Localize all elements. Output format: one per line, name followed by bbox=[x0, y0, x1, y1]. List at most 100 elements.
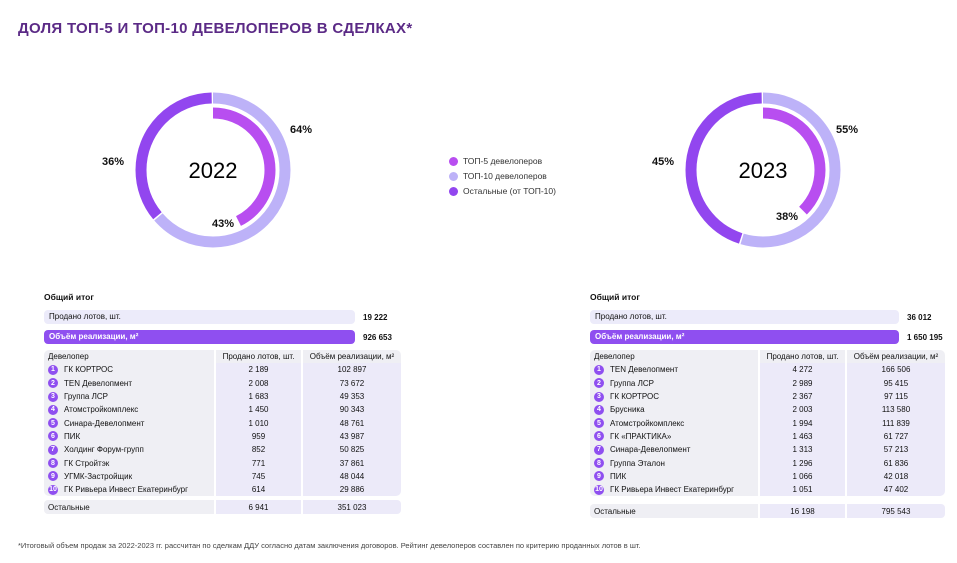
developer-cell: 4 Брусника bbox=[590, 403, 758, 417]
volume-cell: 47 402 bbox=[847, 482, 945, 497]
sold-cell: 1 066 bbox=[760, 469, 845, 483]
rank-badge: 3 bbox=[48, 391, 58, 402]
table-row: 3 ГК КОРТРОС 2 367 97 115 bbox=[590, 389, 945, 404]
volume-cell: 97 115 bbox=[847, 389, 945, 404]
sold-cell: 1 994 bbox=[760, 416, 845, 430]
sold-value: 36 012 bbox=[907, 312, 932, 322]
volume-cell: 37 861 bbox=[303, 456, 401, 470]
legend-item-others: Остальные (от ТОП-10) bbox=[449, 184, 556, 198]
table-row: 6 ГК «ПРАКТИКА» 1 463 61 727 bbox=[590, 429, 945, 444]
table-row: 9 ПИК 1 066 42 018 bbox=[590, 469, 945, 483]
table-row: 8 Группа Эталон 1 296 61 836 bbox=[590, 456, 945, 470]
legend: ТОП-5 девелоперов ТОП-10 девелоперов Ост… bbox=[449, 154, 556, 199]
table-row: 10 ГК Ривьера Инвест Екатеринбург 614 29 … bbox=[44, 482, 401, 497]
developer-cell: 6 ГК «ПРАКТИКА» bbox=[590, 429, 758, 444]
rank-badge: 10 bbox=[48, 484, 58, 495]
developer-name: ГК КОРТРОС bbox=[610, 392, 660, 402]
legend-item-top10: ТОП-10 девелоперов bbox=[449, 169, 556, 183]
developer-name: ПИК bbox=[610, 471, 627, 481]
volume-cell: 50 825 bbox=[303, 443, 401, 457]
rank-badge: 2 bbox=[48, 378, 58, 389]
column-header: Продано лотов, шт. bbox=[216, 350, 301, 365]
rank-badge: 2 bbox=[594, 378, 604, 389]
sold-label: Продано лотов, шт. bbox=[590, 310, 899, 324]
developer-name: Синара-Девелопмент bbox=[610, 445, 691, 455]
summary-heading: Общий итог bbox=[44, 292, 94, 302]
table-row: 1 TEN Девелопмент 4 272 166 506 bbox=[590, 363, 945, 377]
column-header: Объём реализации, м² bbox=[847, 350, 945, 365]
developer-cell: 1 ГК КОРТРОС bbox=[44, 363, 214, 377]
developer-cell: 9 УГМК-Застройщик bbox=[44, 469, 214, 483]
sold-cell: 745 bbox=[216, 469, 301, 483]
table-row: 4 Атомстройкомплекс 1 450 90 343 bbox=[44, 403, 401, 417]
footnote: *Итоговый объем продаж за 2022-2023 гг. … bbox=[18, 541, 641, 550]
rank-badge: 1 bbox=[594, 364, 604, 375]
developer-cell: 10 ГК Ривьера Инвест Екатеринбург bbox=[44, 482, 214, 497]
developer-name: УГМК-Застройщик bbox=[64, 471, 133, 481]
volume-value: 1 650 195 bbox=[907, 332, 943, 342]
table-row: 1 ГК КОРТРОС 2 189 102 897 bbox=[44, 363, 401, 377]
data-label: 38% bbox=[776, 211, 799, 223]
rank-badge: 8 bbox=[48, 458, 58, 469]
legend-label: ТОП-5 девелоперов bbox=[463, 156, 543, 166]
rank-badge: 5 bbox=[594, 418, 604, 429]
developer-cell: 5 Атомстройкомплекс bbox=[590, 416, 758, 430]
developer-name: Атомстройкомплекс bbox=[64, 405, 139, 415]
table-row-others: Остальные 6 941 351 023 bbox=[44, 500, 401, 515]
developer-name: ПИК bbox=[64, 431, 81, 441]
legend-swatch bbox=[449, 186, 458, 196]
page-title: ДОЛЯ ТОП-5 И ТОП-10 ДЕВЕЛОПЕРОВ В СДЕЛКА… bbox=[18, 20, 413, 37]
developer-name: Группа ЛСР bbox=[64, 392, 108, 402]
table-row: 5 Атомстройкомплекс 1 994 111 839 bbox=[590, 416, 945, 430]
volume-cell: 29 886 bbox=[303, 482, 401, 497]
data-label: 64% bbox=[290, 124, 313, 136]
summary-block: Общий итог Продано лотов, шт. 19 222 Объё… bbox=[44, 292, 401, 515]
developer-cell: 6 ПИК bbox=[44, 429, 214, 444]
developer-cell: 3 ГК КОРТРОС bbox=[590, 389, 758, 404]
others-cell: Остальные bbox=[590, 504, 758, 519]
sold-total: Продано лотов, шт. 19 222 bbox=[44, 310, 401, 324]
legend-label: Остальные (от ТОП-10) bbox=[463, 186, 556, 196]
chart-year-label: 2022 bbox=[189, 158, 238, 183]
developer-name: ГК Ривьера Инвест Екатеринбург bbox=[64, 485, 188, 495]
column-header: Девелопер bbox=[44, 350, 214, 365]
developer-name: ГК КОРТРОС bbox=[64, 365, 114, 375]
others-cell: Остальные bbox=[44, 500, 214, 515]
sold-cell: 1 463 bbox=[760, 429, 845, 444]
rank-badge: 8 bbox=[594, 458, 604, 469]
volume-cell: 48 761 bbox=[303, 416, 401, 430]
sold-cell: 1 313 bbox=[760, 443, 845, 457]
developer-name: Атомстройкомплекс bbox=[610, 418, 685, 428]
table-row: 6 ПИК 959 43 987 bbox=[44, 429, 401, 444]
developer-cell: 2 TEN Девелопмент bbox=[44, 376, 214, 390]
developer-name: ГК Стройтэк bbox=[64, 458, 110, 468]
table-row: 10 ГК Ривьера Инвест Екатеринбург 1 051 4… bbox=[590, 482, 945, 497]
developer-cell: 8 Группа Эталон bbox=[590, 456, 758, 470]
slice-others bbox=[685, 92, 841, 248]
slice-others bbox=[135, 92, 291, 248]
rank-badge: 10 bbox=[594, 484, 604, 495]
developer-cell: 5 Синара-Девелопмент bbox=[44, 416, 214, 430]
sold-cell: 852 bbox=[216, 443, 301, 457]
data-label: 43% bbox=[212, 218, 235, 230]
developer-cell: 2 Группа ЛСР bbox=[590, 376, 758, 390]
volume-label: Объём реализации, м² bbox=[44, 330, 355, 344]
column-header: Продано лотов, шт. bbox=[760, 350, 845, 365]
sold-cell: 771 bbox=[216, 456, 301, 470]
sold-cell: 1 683 bbox=[216, 389, 301, 404]
volume-cell: 111 839 bbox=[847, 416, 945, 430]
sold-cell: 1 010 bbox=[216, 416, 301, 430]
volume-cell: 166 506 bbox=[847, 363, 945, 377]
developer-name: Группа ЛСР bbox=[610, 378, 654, 388]
developer-name: TEN Девелопмент bbox=[64, 378, 133, 388]
rank-badge: 1 bbox=[48, 364, 58, 375]
volume-label: Объём реализации, м² bbox=[590, 330, 899, 344]
sold-cell: 2 189 bbox=[216, 363, 301, 377]
table-row: 5 Синара-Девелопмент 1 010 48 761 bbox=[44, 416, 401, 430]
developer-cell: 3 Группа ЛСР bbox=[44, 389, 214, 404]
chart-year-label: 2023 bbox=[739, 158, 788, 183]
legend-swatch bbox=[449, 171, 458, 181]
slice-top10 bbox=[685, 92, 841, 248]
volume-cell: 61 836 bbox=[847, 456, 945, 470]
developer-cell: 8 ГК Стройтэк bbox=[44, 456, 214, 470]
